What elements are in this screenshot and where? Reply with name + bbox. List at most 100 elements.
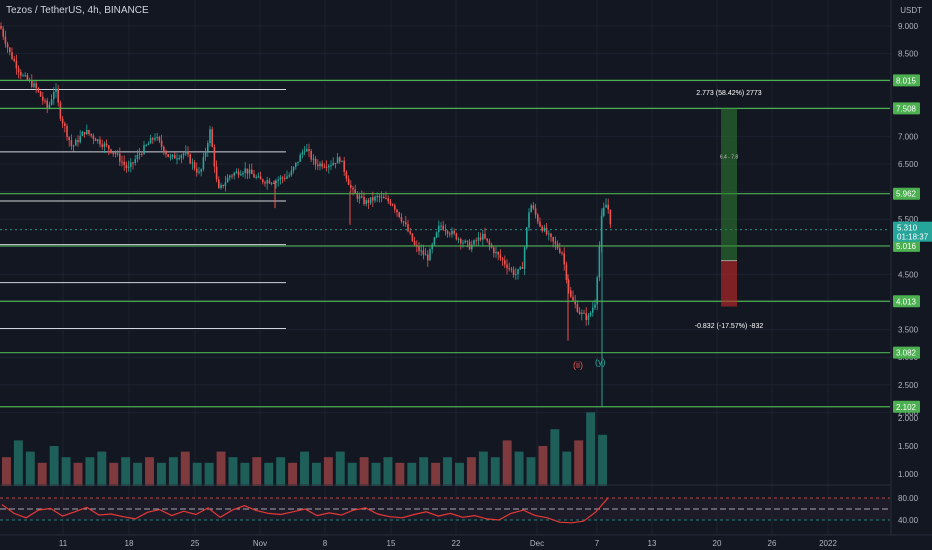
candle-body (504, 260, 506, 265)
candle-body (24, 75, 26, 77)
volume-bar (73, 462, 83, 486)
candle-body (191, 162, 194, 164)
candle-body (108, 145, 110, 150)
wave-labels: (ii) (y) (573, 357, 606, 370)
current-price-label: 5.310 (897, 224, 918, 233)
volume-bar (192, 462, 202, 486)
candle-body (603, 207, 605, 216)
volume-bar (37, 462, 47, 486)
candle-body (248, 169, 251, 174)
long-position-tool: 6.4 - 7.8 2.773 (58.42%) 2773 -0.832 (-17.… (695, 90, 764, 330)
candle-body (297, 161, 299, 163)
volume-bar (323, 457, 333, 486)
candle-body (583, 312, 585, 314)
candle-body (473, 240, 475, 245)
profit-label: 2.773 (58.42%) 2773 (696, 90, 761, 97)
volume-tick-label: 1.000 (898, 470, 919, 479)
candle-body (312, 158, 315, 160)
candle-body (268, 180, 271, 184)
candle-body (508, 268, 510, 270)
volume-bar (466, 457, 476, 486)
candle-body (224, 182, 227, 187)
candle-body (543, 227, 546, 231)
candle-body (213, 146, 216, 167)
candle-body (471, 244, 473, 250)
candle-body (534, 208, 537, 215)
volume-bar (538, 446, 548, 486)
candle-body (607, 204, 609, 210)
candle-body (341, 160, 343, 162)
candle-body (57, 89, 59, 103)
candle-body (198, 171, 200, 173)
green-level-tag (893, 102, 920, 115)
candle-body (464, 240, 466, 243)
volume-bar (598, 434, 607, 486)
candle-body (211, 129, 213, 147)
candle-body (231, 175, 233, 177)
candle-body (270, 182, 273, 184)
candle-body (530, 205, 532, 213)
wave-label-ii: (ii) (573, 360, 583, 370)
candle-body (167, 154, 169, 157)
green-horizontal-levels (0, 79, 890, 408)
candle-body (391, 204, 394, 206)
candle-body (220, 184, 222, 189)
candle-body (598, 246, 601, 278)
candle-body (105, 143, 108, 146)
candle-body (59, 102, 62, 119)
candle-body (548, 233, 550, 235)
current-price-tag (893, 221, 932, 242)
candle-body (581, 312, 583, 314)
candle-body (361, 196, 363, 198)
candle-body (103, 143, 106, 147)
candle-body (422, 250, 425, 255)
date-tick-label: 18 (125, 539, 134, 548)
volume-bar (216, 451, 226, 486)
candle-body (517, 269, 519, 274)
volume-bar (61, 457, 71, 486)
candle-body (559, 248, 561, 253)
candle-body (288, 175, 290, 177)
volume-bar (347, 462, 357, 486)
candle-body (363, 196, 365, 204)
candle-body (429, 249, 431, 261)
candle-body (493, 247, 495, 254)
candle-body (420, 250, 422, 252)
candle-body (572, 296, 574, 301)
candle-body (563, 253, 565, 265)
candle-body (178, 158, 180, 160)
candle-body (438, 225, 440, 233)
candle-body (152, 138, 154, 140)
candle-body (295, 162, 297, 167)
volume-bar (85, 457, 95, 486)
wave-label-y: (y) (595, 357, 606, 367)
candle-body (53, 92, 55, 100)
candle-body (554, 241, 557, 244)
candle-body (526, 227, 528, 248)
candle-body (325, 166, 328, 168)
rsi-tick-label: 40.00 (898, 516, 919, 525)
candle-body (356, 193, 359, 199)
candle-body (539, 221, 541, 227)
candle-body (512, 269, 515, 276)
candle-body (127, 166, 130, 169)
candle-body (156, 136, 158, 139)
candle-body (286, 176, 288, 179)
candle-body (418, 246, 420, 252)
volume-bar (204, 462, 214, 486)
volume-bar (407, 462, 417, 486)
candle-body (187, 151, 189, 155)
candle-body (380, 196, 383, 198)
candle-body (409, 231, 411, 234)
green-level-tag (893, 400, 920, 413)
candle-body (119, 153, 121, 162)
volume-bar (490, 457, 500, 486)
candle-body (455, 233, 458, 240)
volume-bar (49, 446, 59, 486)
candle-body (42, 96, 44, 101)
candle-body (77, 139, 79, 143)
candle-body (495, 252, 497, 254)
candle-body (352, 187, 354, 190)
candle-body (202, 156, 205, 170)
